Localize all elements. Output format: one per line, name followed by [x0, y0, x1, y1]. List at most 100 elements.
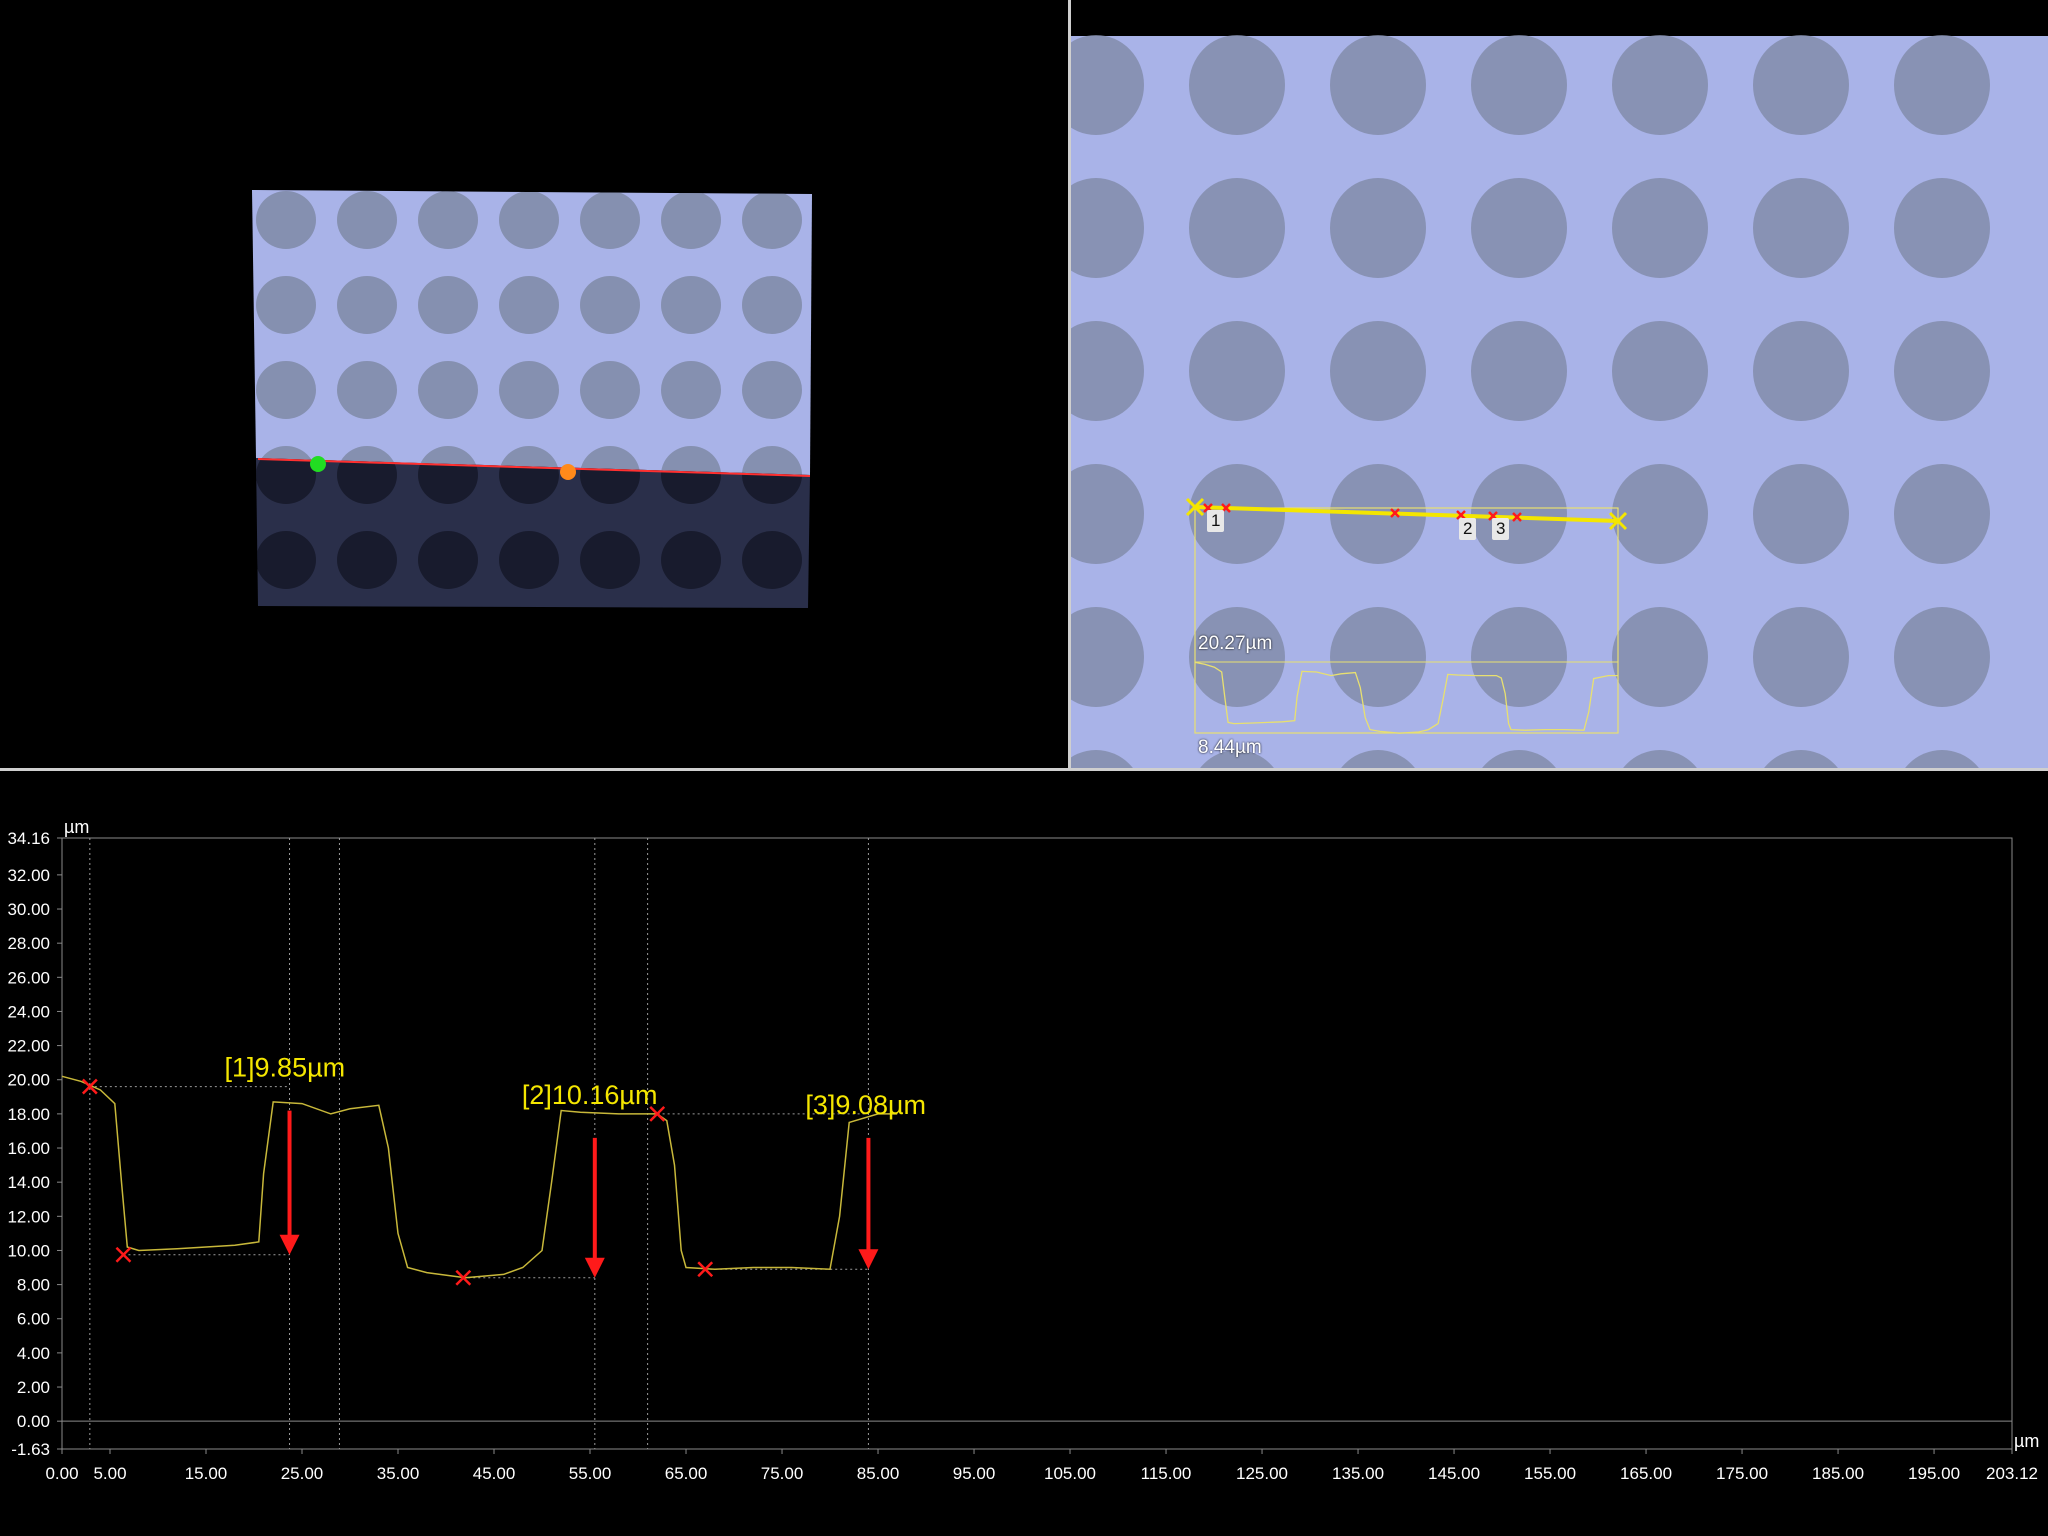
dimple-3d	[742, 616, 802, 674]
dimple-zoom	[1330, 35, 1426, 135]
profile-point-marker[interactable]	[116, 1248, 130, 1262]
dimple-3d-shadow	[580, 616, 640, 674]
y-tick-label: 26.00	[7, 968, 50, 987]
profile-end-point[interactable]	[560, 464, 576, 480]
dimple-zoom	[1189, 321, 1285, 421]
profile-chart[interactable]: µm µm 34.16 32.00 30.00 28.00 26.00 24.00 22.0…	[0, 771, 2048, 1536]
dimple-zoom	[1894, 464, 1990, 564]
y-tick-label: 32.00	[7, 866, 50, 885]
dimple-zoom	[1471, 35, 1567, 135]
dimple-3d-shadow	[499, 616, 559, 674]
dimple-zoom	[1612, 321, 1708, 421]
profile-point-marker[interactable]	[83, 1080, 97, 1094]
x-tick-label: 25.00	[281, 1464, 324, 1483]
measurement-label-2[interactable]: [2]10.16µm	[522, 1080, 658, 1110]
dimple-3d-shadow	[580, 531, 640, 589]
dimple-3d-shadow	[661, 616, 721, 674]
x-tick-label: 165.00	[1620, 1464, 1672, 1483]
measurement-arrowhead-1	[280, 1235, 300, 1255]
dimple-zoom	[1753, 607, 1849, 707]
y-tick-label: 24.00	[7, 1002, 50, 1021]
y-tick-label: 2.00	[17, 1378, 50, 1397]
dimple-zoom	[1189, 35, 1285, 135]
x-tick-label: 45.00	[473, 1464, 516, 1483]
y-tick-label: 34.16	[7, 829, 50, 848]
dimple-zoom	[1753, 464, 1849, 564]
dimple-zoom	[1612, 178, 1708, 278]
x-tick-label: 145.00	[1428, 1464, 1480, 1483]
y-tick-label: 6.00	[17, 1310, 50, 1329]
dimple-3d	[499, 276, 559, 334]
dimple-zoom	[1471, 178, 1567, 278]
dimple-zoom	[1471, 321, 1567, 421]
dimple-3d	[742, 191, 802, 249]
x-tick-label: 105.00	[1044, 1464, 1096, 1483]
dimple-3d	[418, 361, 478, 419]
profile-series-line	[62, 1076, 897, 1278]
y-tick-label: 30.00	[7, 900, 50, 919]
dimple-zoom	[1894, 35, 1990, 135]
x-tick-label: 135.00	[1332, 1464, 1384, 1483]
dimple-3d-shadow	[256, 616, 316, 674]
x-tick-label: 175.00	[1716, 1464, 1768, 1483]
zoom-view-panel[interactable]: 20.27µm 8.44µm 1 2 3	[1071, 0, 2048, 768]
y-tick-label: 20.00	[7, 1071, 50, 1090]
y-tick-label: 0.00	[17, 1412, 50, 1431]
dimple-3d	[499, 361, 559, 419]
dimple-3d	[337, 191, 397, 249]
dimple-zoom	[1894, 607, 1990, 707]
y-tick-label: 10.00	[7, 1241, 50, 1260]
dimple-3d-shadow	[499, 531, 559, 589]
dimple-3d	[337, 616, 397, 674]
3d-view-panel[interactable]	[0, 0, 1068, 768]
dimple-zoom	[1330, 178, 1426, 278]
x-tick-label: 15.00	[185, 1464, 228, 1483]
x-tick-label: 115.00	[1141, 1464, 1192, 1483]
3d-surface-render[interactable]	[0, 0, 1068, 768]
segment-tag-1[interactable]: 1	[1207, 510, 1224, 532]
y-tick-label: 16.00	[7, 1139, 50, 1158]
measurement-label-3[interactable]: [3]9.08µm	[805, 1090, 926, 1120]
dimple-3d	[256, 361, 316, 419]
dimple-zoom	[1894, 321, 1990, 421]
dimple-zoom	[1894, 178, 1990, 278]
x-tick-label: 55.00	[569, 1464, 612, 1483]
dimple-3d	[418, 276, 478, 334]
x-tick-label: 0.00	[45, 1464, 78, 1483]
dimple-zoom	[1612, 607, 1708, 707]
profile-chart-panel[interactable]: µm µm 34.16 32.00 30.00 28.00 26.00 24.00 22.0…	[0, 771, 2048, 1536]
y-tick-label: 14.00	[7, 1173, 50, 1192]
dimple-3d	[661, 276, 721, 334]
y-tick-label: 8.00	[17, 1276, 50, 1295]
profile-start-point[interactable]	[310, 456, 326, 472]
y-tick-label: 4.00	[17, 1344, 50, 1363]
segment-tag-3[interactable]: 3	[1492, 518, 1509, 540]
y-tick-label: 22.00	[7, 1037, 50, 1056]
dimple-zoom	[1753, 35, 1849, 135]
dimple-3d	[580, 276, 640, 334]
measurement-arrowhead-2	[585, 1258, 605, 1278]
y-axis-unit: µm	[64, 817, 89, 837]
x-tick-label: 125.00	[1236, 1464, 1288, 1483]
dimple-3d	[580, 361, 640, 419]
dimple-3d	[742, 276, 802, 334]
dimple-zoom	[1753, 321, 1849, 421]
zoom-bottom-value: 8.44µm	[1198, 737, 1262, 759]
dimple-3d	[499, 616, 559, 674]
dimple-3d-shadow	[418, 616, 478, 674]
segment-tag-2[interactable]: 2	[1459, 518, 1476, 540]
dimple-3d-shadow	[742, 616, 802, 674]
dimple-3d	[742, 361, 802, 419]
dimple-3d-shadow	[742, 531, 802, 589]
dimple-zoom	[1330, 607, 1426, 707]
x-tick-label: 203.12	[1986, 1464, 2038, 1483]
dimple-zoom	[1753, 178, 1849, 278]
dimple-3d	[256, 276, 316, 334]
measurement-label-1[interactable]: [1]9.85µm	[225, 1053, 346, 1083]
y-tick-label: 18.00	[7, 1105, 50, 1124]
x-tick-label: 75.00	[761, 1464, 804, 1483]
dimple-3d	[337, 361, 397, 419]
dimple-3d	[256, 191, 316, 249]
y-tick-label: 28.00	[7, 934, 50, 953]
x-axis-unit: µm	[2014, 1431, 2039, 1451]
